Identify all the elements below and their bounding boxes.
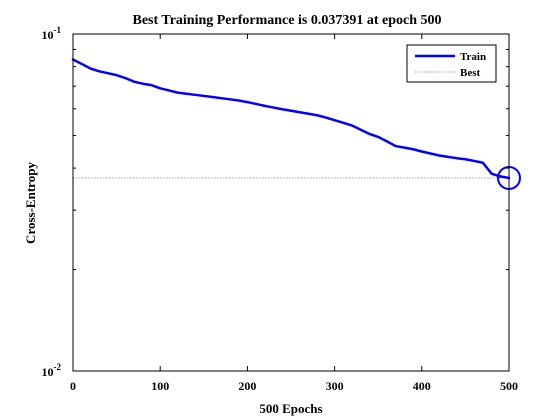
y-axis-ticks: 10-2 10-1 — [42, 25, 509, 379]
y-tick-label: 10-1 — [42, 25, 62, 42]
x-tick-label: 500 — [500, 379, 518, 393]
x-tick-label: 200 — [238, 379, 256, 393]
legend: Train Best — [406, 44, 497, 83]
x-axis-label: 500 Epochs — [259, 401, 322, 416]
x-tick-label: 400 — [413, 379, 431, 393]
plot-frame — [72, 33, 510, 372]
legend-box — [406, 44, 497, 83]
y-axis-label: Cross-Entropy — [23, 162, 38, 244]
x-tick-label: 0 — [70, 379, 76, 393]
legend-best-label: Best — [460, 67, 481, 79]
x-tick-label: 100 — [151, 379, 169, 393]
legend-train-label: Train — [460, 51, 486, 63]
plot-area — [73, 34, 509, 371]
train-line — [71, 58, 511, 180]
y-tick-label: 10-2 — [42, 362, 62, 379]
x-tick-label: 300 — [326, 379, 344, 393]
x-axis-ticks: 0 100 200 300 400 500 — [70, 34, 518, 393]
chart-title: Best Training Performance is 0.037391 at… — [132, 13, 441, 28]
